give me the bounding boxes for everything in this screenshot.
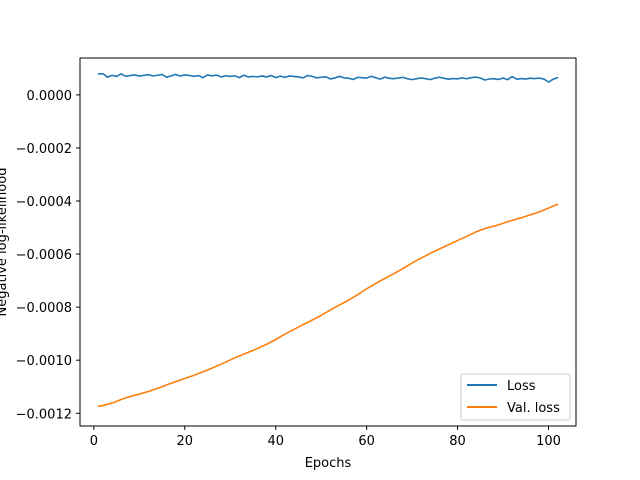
y-axis-label: Negative log-likelihood (0, 168, 10, 317)
legend-label-loss: Loss (507, 379, 536, 394)
x-tick-label: 40 (267, 434, 284, 449)
plot-area (80, 58, 576, 426)
y-axis-ticks: −0.0012 −0.0010 −0.0008 −0.0006 −0.0004 −0.00… (16, 89, 80, 422)
y-tick-label: −0.0006 (16, 248, 72, 263)
series-line-loss (97, 72, 559, 83)
x-tick-label: 100 (536, 434, 561, 449)
series-layer (97, 72, 559, 407)
y-tick-label: 0.0000 (27, 89, 73, 104)
x-axis-ticks: 0 20 40 60 80 100 (90, 426, 561, 449)
legend-label-val-loss: Val. loss (507, 401, 560, 416)
x-axis-label: Epochs (305, 456, 352, 471)
plot-frame (79, 57, 577, 427)
y-tick-label: −0.0004 (16, 195, 72, 210)
x-tick-label: 60 (358, 434, 375, 449)
y-tick-label: −0.0012 (16, 407, 72, 422)
y-tick-label: −0.0002 (16, 142, 72, 157)
y-tick-label: −0.0008 (16, 301, 72, 316)
y-tick-label: −0.0010 (16, 354, 72, 369)
x-tick-label: 0 (90, 434, 98, 449)
series-line-val-loss (97, 203, 559, 407)
x-tick-label: 20 (177, 434, 194, 449)
legend: Loss Val. loss (460, 373, 571, 421)
x-tick-label: 80 (449, 434, 466, 449)
